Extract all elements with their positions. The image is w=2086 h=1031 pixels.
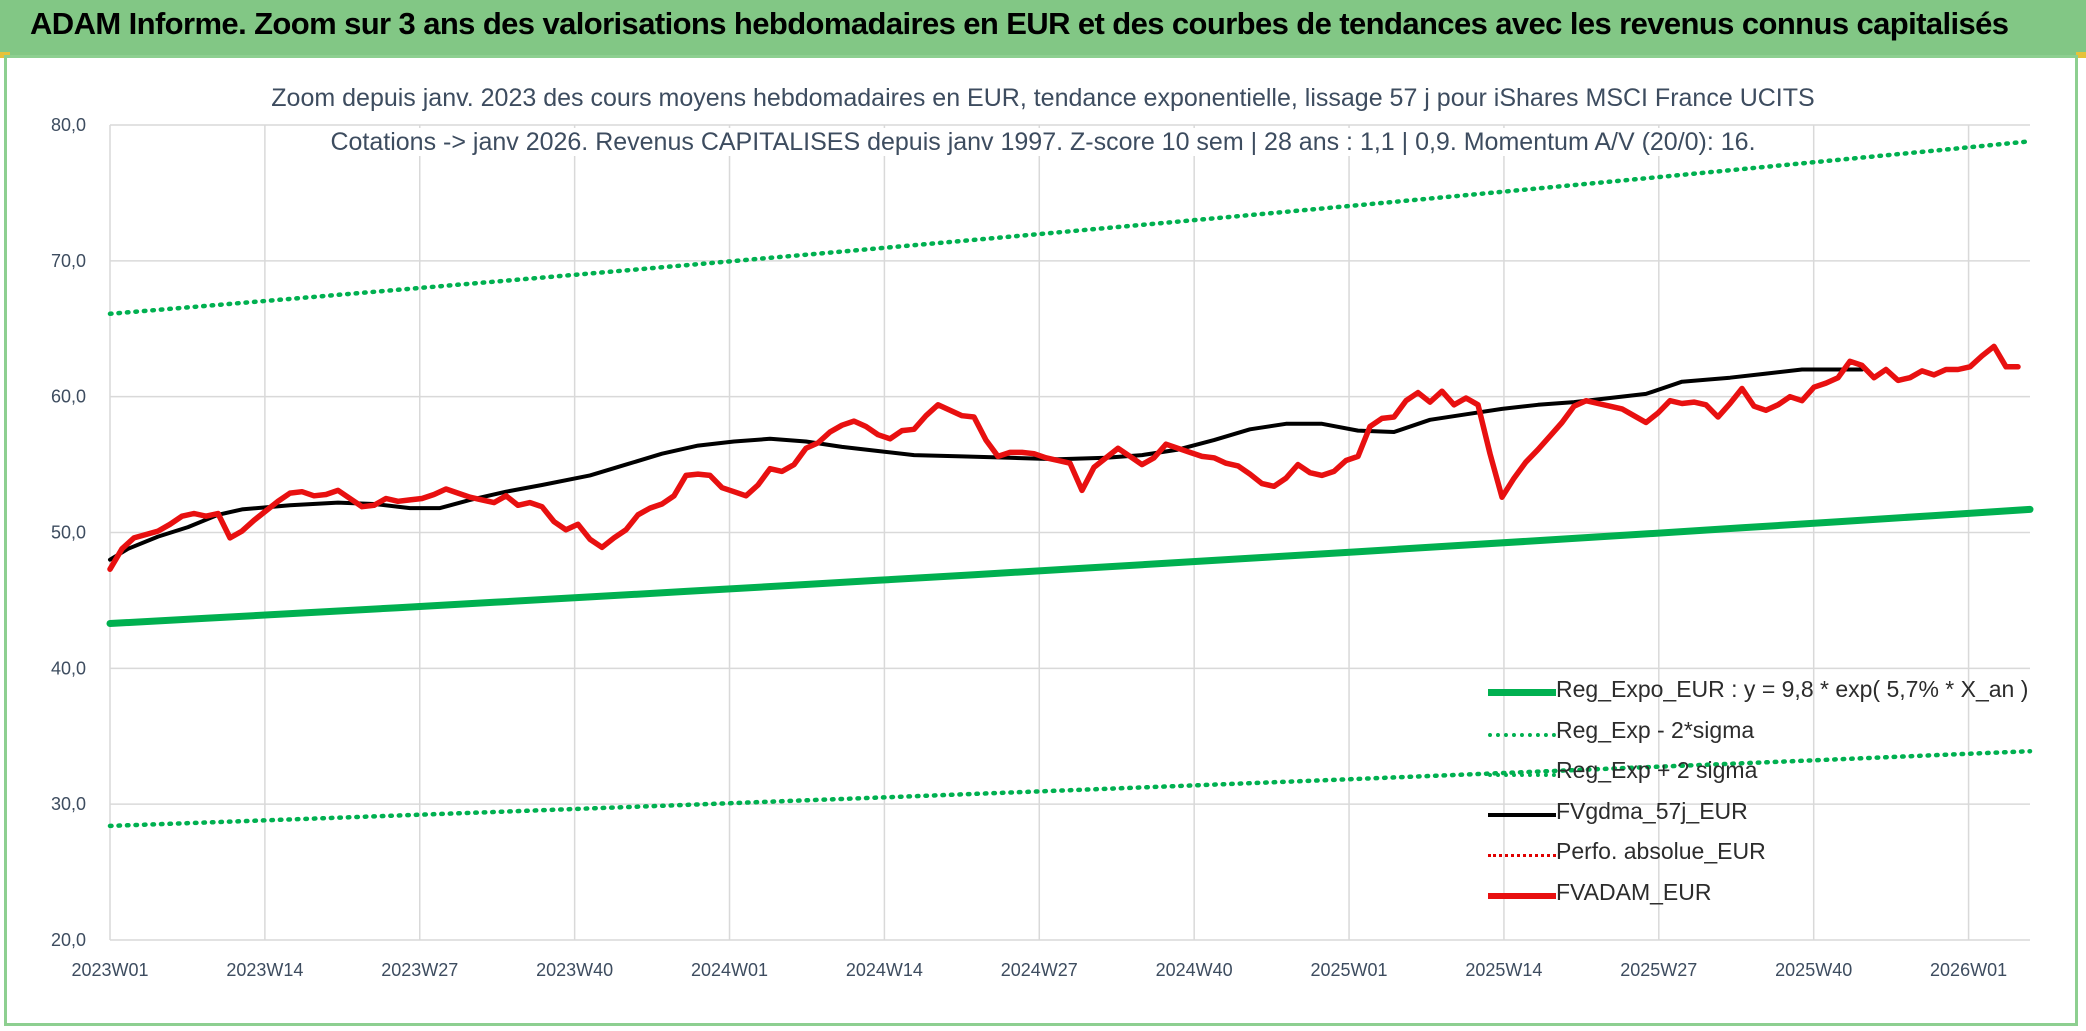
series-reg-expo-eur [106,505,2034,627]
y-tick-label: 70,0 [51,251,86,271]
chart-title: Zoom depuis janv. 2023 des cours moyens … [265,84,1821,112]
legend-swatch-reg-expo [1488,689,1556,696]
chart-subtitle: Cotations -> janv 2026. Revenus CAPITALI… [324,128,1762,156]
legend-item-reg-expo: Reg_Expo_EUR : y = 9,8 * exp( 5,7% * X_a… [1488,672,2048,713]
legend-swatch-fvgdma [1488,812,1556,817]
legend-item-reg-minus: Reg_Exp - 2*sigma [1488,713,2048,754]
legend-label-perfo: Perfo. absolue_EUR [1556,838,1766,864]
y-tick-label: 60,0 [51,387,86,407]
x-tick-label: 2026W01 [1930,960,2007,980]
x-tick-label: 2025W40 [1775,960,1852,980]
chart-title-wrap: Zoom depuis janv. 2023 des cours moyens … [0,84,2086,113]
x-tick-label: 2025W27 [1620,960,1697,980]
x-axis: 2023W01 2023W14 2023W27 2023W40 2024W01 2024W… [71,960,2007,980]
y-axis: 20,0 30,0 40,0 50,0 60,0 70,0 80,0 [51,115,86,950]
y-tick-label: 50,0 [51,523,86,543]
chart-series [106,139,2034,829]
x-tick-label: 2024W01 [691,960,768,980]
legend-swatch-perfo [1488,854,1556,857]
x-tick-label: 2025W01 [1311,960,1388,980]
y-tick-label: 40,0 [51,658,86,678]
legend-item-perfo: Perfo. absolue_EUR [1488,834,2048,875]
series-fvadam-eur [107,343,2021,572]
x-tick-label: 2023W14 [226,960,303,980]
corner-mark-right [2076,52,2086,58]
chart-frame [4,55,2078,1026]
series-fvgdma-57j-eur [108,367,1864,562]
x-tick-label: 2025W14 [1465,960,1542,980]
x-tick-label: 2024W27 [1001,960,1078,980]
title-banner: ADAM Informe. Zoom sur 3 ans des valoris… [0,0,2086,55]
legend-label-fvadam: FVADAM_EUR [1556,878,1712,905]
x-tick-label: 2023W40 [536,960,613,980]
x-tick-label: 2024W14 [846,960,923,980]
series-reg-exp-plus-2sigma [107,139,2033,317]
legend-label-fvgdma: FVgdma_57j_EUR [1556,797,1748,824]
legend-label-reg-expo: Reg_Expo_EUR : y = 9,8 * exp( 5,7% * X_a… [1556,676,2029,702]
y-tick-label: 80,0 [51,115,86,135]
chart-subtitle-wrap: Cotations -> janv 2026. Revenus CAPITALI… [0,128,2086,157]
x-tick-label: 2024W40 [1156,960,1233,980]
y-tick-label: 30,0 [51,794,86,814]
series-reg-exp-minus-2sigma [107,748,2033,829]
legend-swatch-reg-minus [1488,732,1556,737]
x-tick-label: 2023W01 [71,960,148,980]
legend-item-reg-plus: Reg_Exp + 2 sigma [1488,753,2048,794]
legend-swatch-reg-plus [1488,773,1556,777]
y-tick-label: 20,0 [51,930,86,950]
chart-grid [109,124,2030,941]
legend-label-reg-minus: Reg_Exp - 2*sigma [1556,716,1755,743]
report-title: ADAM Informe. Zoom sur 3 ans des valoris… [30,6,2009,41]
legend-swatch-fvadam [1488,892,1556,899]
x-tick-label: 2023W27 [381,960,458,980]
legend-item-fvadam: FVADAM_EUR [1488,875,2048,916]
chart-legend: Reg_Expo_EUR : y = 9,8 * exp( 5,7% * X_a… [1488,672,2048,915]
legend-label-reg-plus: Reg_Exp + 2 sigma [1556,757,1758,783]
legend-item-fvgdma: FVgdma_57j_EUR [1488,794,2048,835]
